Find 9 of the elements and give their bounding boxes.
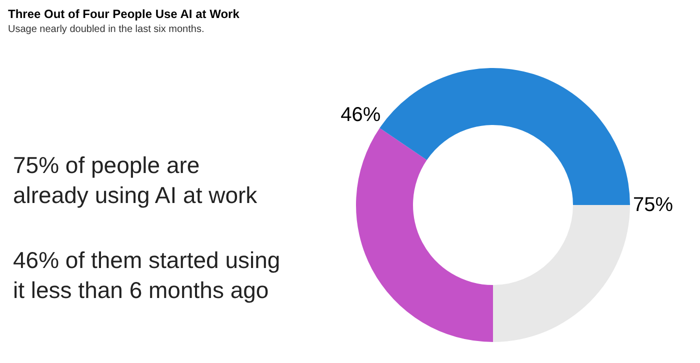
donut-slice <box>356 128 493 342</box>
text: 75% <box>632 194 674 216</box>
donut-slice <box>493 205 630 342</box>
text: Three Out of Four People Use AI at Work <box>8 7 240 21</box>
text: Usage nearly doubled in the last six months. <box>8 24 204 35</box>
donut-slice <box>380 68 630 205</box>
text: 46% of them started using it less than 6 months ago <box>13 247 280 303</box>
text: 46% <box>340 104 381 126</box>
text: 75% of people are already using AI at work <box>13 152 258 208</box>
